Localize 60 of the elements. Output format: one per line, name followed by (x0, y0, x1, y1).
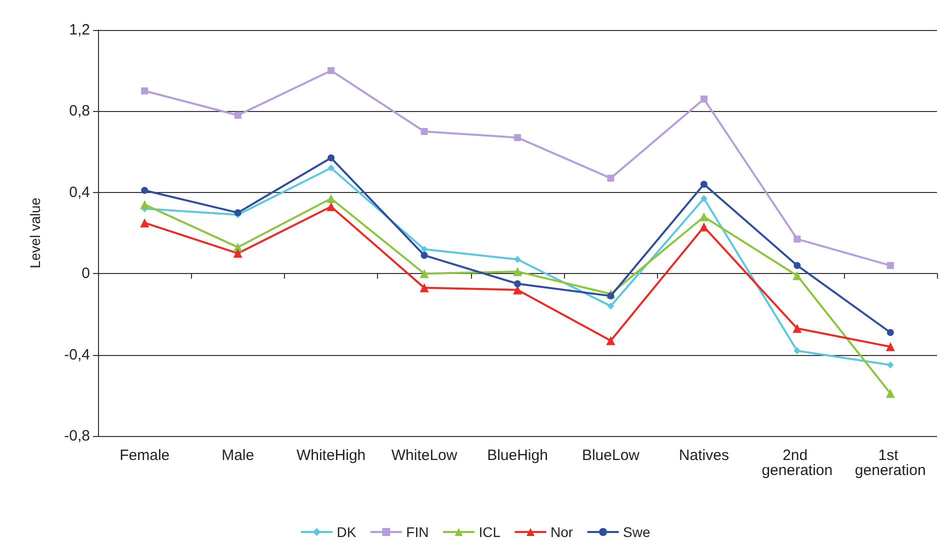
x-tick-label: BlueHigh (487, 447, 548, 464)
point (792, 271, 802, 280)
point (794, 236, 801, 243)
point (514, 256, 521, 263)
x-tick-label: 2nd generation (762, 447, 833, 479)
point (420, 246, 428, 253)
point (328, 67, 335, 74)
point (607, 292, 614, 300)
point (699, 212, 708, 222)
y-tick-label: -0,8 (64, 428, 90, 444)
point (326, 202, 336, 212)
point (513, 267, 522, 276)
point (420, 252, 428, 259)
point (140, 200, 150, 210)
x-tick-label: BlueLow (582, 447, 640, 464)
point (420, 283, 429, 292)
point (794, 262, 801, 269)
y-tick-label: 0 (82, 265, 90, 282)
x-tick-label: Female (120, 447, 170, 464)
point (607, 174, 614, 182)
legend-label: Nor (550, 524, 574, 540)
point (700, 96, 708, 103)
point (700, 180, 708, 188)
point (514, 134, 521, 142)
legend-label: DK (336, 524, 357, 540)
y-axis-title: Level value (27, 197, 43, 268)
point (514, 280, 521, 288)
point (607, 302, 614, 310)
x-tick-label: 1st generation (854, 447, 926, 479)
x-tick-label: WhiteHigh (296, 447, 366, 464)
x-tick-label: Male (222, 447, 254, 464)
point (886, 388, 895, 398)
point (234, 112, 242, 119)
point (606, 336, 616, 346)
y-tick-label: 1,2 (69, 22, 90, 38)
point (699, 222, 708, 232)
y-tick-label: 0,4 (69, 184, 90, 201)
x-tick-label: WhiteLow (391, 447, 458, 464)
y-tick-label: 0,8 (69, 102, 90, 120)
point (886, 361, 894, 368)
point (141, 186, 148, 194)
point (886, 342, 895, 352)
legend-label: ICL (478, 524, 501, 540)
point (886, 262, 894, 269)
point (700, 194, 708, 202)
point (233, 248, 242, 258)
point (794, 347, 801, 354)
point (326, 194, 336, 203)
point (420, 269, 429, 278)
point (140, 218, 150, 228)
point (886, 328, 894, 336)
point (328, 154, 335, 162)
point (420, 128, 428, 135)
point (141, 87, 148, 94)
legend-label: Swe (623, 524, 651, 540)
point (328, 164, 335, 172)
point (792, 324, 802, 333)
x-tick-label: Natives (678, 447, 729, 464)
legend-label: FIN (406, 524, 429, 540)
y-tick-label: -0,4 (64, 346, 90, 364)
